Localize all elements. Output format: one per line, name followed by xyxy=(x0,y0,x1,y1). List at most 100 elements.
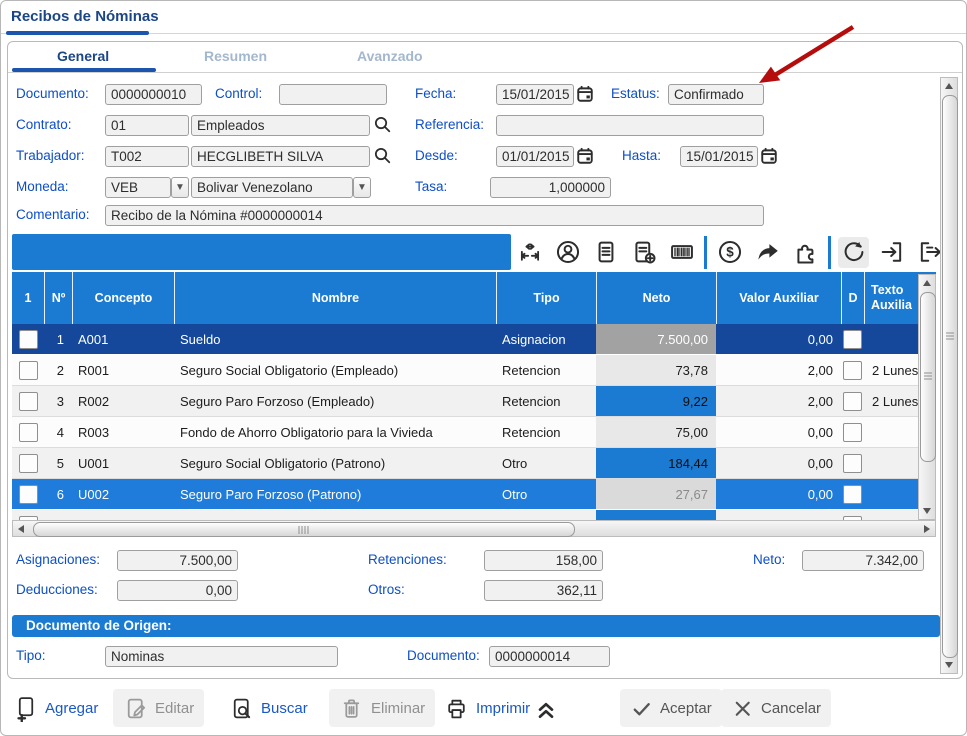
documento-field[interactable]: 0000000010 xyxy=(105,84,202,105)
panel-vscroll-thumb[interactable] xyxy=(942,95,958,658)
col-header-select[interactable]: 1 xyxy=(12,272,44,324)
table-row[interactable]: 4 R003 Fondo de Ahorro Obligatorio para … xyxy=(12,417,936,448)
plugin-puzzle-icon[interactable] xyxy=(790,237,821,268)
contrato-search-icon[interactable] xyxy=(373,115,391,133)
grid-horizontal-scrollbar[interactable] xyxy=(12,520,936,537)
cell-tipo: Retencion xyxy=(496,417,596,447)
row-select-checkbox-cell xyxy=(12,324,44,354)
panel-scroll-down-arrow[interactable] xyxy=(941,657,957,673)
document-icon[interactable] xyxy=(590,237,621,268)
cancelar-button[interactable]: Cancelar xyxy=(721,689,831,727)
table-row[interactable]: 7 U003 Fondo de Ahorro Obligatorio para … xyxy=(12,510,936,520)
cell-nombre: Seguro Social Obligatorio (Empleado) xyxy=(174,355,496,385)
toolbar-separator xyxy=(828,236,831,269)
asignaciones-label: Asignaciones: xyxy=(16,552,100,567)
cell-tipo: Retencion xyxy=(496,386,596,416)
row-checkbox[interactable] xyxy=(19,423,38,442)
row-checkbox[interactable] xyxy=(19,392,38,411)
moneda-name-dropdown-button[interactable]: ▼ xyxy=(353,177,371,198)
cell-neto: 184,44 xyxy=(596,448,716,478)
row-checkbox[interactable] xyxy=(19,330,38,349)
grid-scroll-down-arrow[interactable] xyxy=(919,503,935,519)
main-panel: General Resumen Avanzado Documento: 0000… xyxy=(7,41,963,679)
control-label: Control: xyxy=(215,86,262,101)
desde-calendar-icon[interactable] xyxy=(576,147,594,165)
d-checkbox[interactable] xyxy=(843,392,862,411)
currency-icon[interactable]: $ xyxy=(714,237,745,268)
table-row[interactable]: 6 U002 Seguro Paro Forzoso (Patrono) Otr… xyxy=(12,479,936,510)
d-checkbox[interactable] xyxy=(843,330,862,349)
cell-d-checkbox xyxy=(841,417,864,447)
cell-numero: 6 xyxy=(44,479,72,509)
editar-button[interactable]: Editar xyxy=(113,689,204,727)
cell-valor-auxiliar: 2,00 xyxy=(716,386,841,416)
col-header-nombre[interactable]: Nombre xyxy=(174,272,496,324)
aceptar-button[interactable]: Aceptar xyxy=(620,689,722,727)
d-checkbox[interactable] xyxy=(843,454,862,473)
agregar-button[interactable]: Agregar xyxy=(3,689,108,727)
cell-tipo: Otro xyxy=(496,510,596,520)
row-checkbox[interactable] xyxy=(19,361,38,380)
grid-vscroll-thumb[interactable] xyxy=(920,292,936,462)
trabajador-search-icon[interactable] xyxy=(373,146,391,164)
d-checkbox[interactable] xyxy=(843,485,862,504)
cell-concepto: R001 xyxy=(72,355,174,385)
tab-general[interactable]: General xyxy=(57,48,109,64)
col-header-neto[interactable]: Neto xyxy=(596,272,716,324)
otros-field: 362,11 xyxy=(484,580,603,601)
cell-d-checkbox xyxy=(841,355,864,385)
resize-columns-icon[interactable] xyxy=(514,237,545,268)
import-icon[interactable] xyxy=(876,237,907,268)
row-checkbox[interactable] xyxy=(19,485,38,504)
buscar-button[interactable]: Buscar xyxy=(219,689,318,727)
col-header-valor-auxiliar[interactable]: Valor Auxiliar xyxy=(716,272,841,324)
table-row[interactable]: 5 U001 Seguro Social Obligatorio (Patron… xyxy=(12,448,936,479)
panel-scroll-up-arrow[interactable] xyxy=(941,78,957,94)
grid-scroll-right-arrow[interactable] xyxy=(919,521,935,537)
hasta-calendar-icon[interactable] xyxy=(760,147,778,165)
grid-header-row: 1 Nº Concepto Nombre Tipo Neto Valor Aux… xyxy=(12,272,936,324)
hasta-field[interactable]: 15/01/2015 xyxy=(680,146,758,167)
grid-vertical-scrollbar[interactable] xyxy=(918,274,936,520)
moneda-code-field[interactable]: VEB xyxy=(105,177,171,198)
contrato-name-field[interactable]: Empleados xyxy=(191,115,370,136)
share-arrow-icon[interactable] xyxy=(752,237,783,268)
collapse-chevron-up-icon[interactable] xyxy=(529,689,563,727)
table-row[interactable]: 3 R002 Seguro Paro Forzoso (Empleado) Re… xyxy=(12,386,936,417)
refresh-icon[interactable] xyxy=(838,237,869,268)
grid-hscroll-thumb[interactable] xyxy=(33,522,575,537)
col-header-tipo[interactable]: Tipo xyxy=(496,272,596,324)
col-header-concepto[interactable]: Concepto xyxy=(72,272,174,324)
tab-avanzado[interactable]: Avanzado xyxy=(357,48,423,64)
grid-scroll-left-arrow[interactable] xyxy=(13,521,29,537)
table-row[interactable]: 2 R001 Seguro Social Obligatorio (Emplea… xyxy=(12,355,936,386)
desde-field[interactable]: 01/01/2015 xyxy=(496,146,574,167)
d-checkbox[interactable] xyxy=(843,361,862,380)
cell-numero: 5 xyxy=(44,448,72,478)
table-row[interactable]: 1 A001 Sueldo Asignacion 7.500,00 0,00 xyxy=(12,324,936,355)
neto-total-field: 7.342,00 xyxy=(802,550,924,571)
worker-icon[interactable] xyxy=(552,237,583,268)
tab-resumen[interactable]: Resumen xyxy=(204,48,267,64)
tasa-field: 1,000000 xyxy=(490,177,611,198)
d-checkbox[interactable] xyxy=(843,423,862,442)
trabajador-code-field[interactable]: T002 xyxy=(105,146,189,167)
moneda-code-dropdown-button[interactable]: ▼ xyxy=(171,177,189,198)
contrato-code-field[interactable]: 01 xyxy=(105,115,189,136)
row-checkbox[interactable] xyxy=(19,454,38,473)
grid-scroll-up-arrow[interactable] xyxy=(919,275,935,291)
col-header-numero[interactable]: Nº xyxy=(44,272,72,324)
fecha-calendar-icon[interactable] xyxy=(576,85,594,103)
add-document-icon[interactable] xyxy=(628,237,659,268)
barcode-icon[interactable] xyxy=(666,237,697,268)
fecha-field[interactable]: 15/01/2015 xyxy=(496,84,574,105)
cell-tipo: Otro xyxy=(496,448,596,478)
comentario-field[interactable]: Recibo de la Nómina #0000000014 xyxy=(105,205,764,226)
moneda-name-field[interactable]: Bolivar Venezolano xyxy=(191,177,353,198)
col-header-d[interactable]: D xyxy=(841,272,864,324)
cell-valor-auxiliar: 0,00 xyxy=(716,417,841,447)
trabajador-name-field[interactable]: HECGLIBETH SILVA xyxy=(191,146,370,167)
eliminar-button[interactable]: Eliminar xyxy=(329,689,435,727)
imprimir-button[interactable]: Imprimir xyxy=(434,689,540,727)
panel-vertical-scrollbar[interactable] xyxy=(940,77,958,674)
